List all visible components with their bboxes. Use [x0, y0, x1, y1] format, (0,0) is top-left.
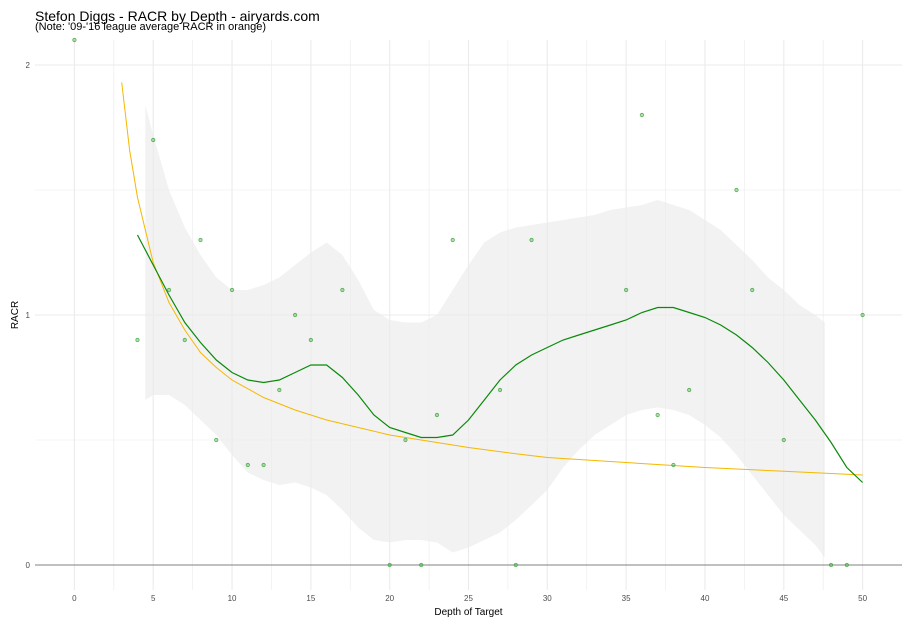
- chart-subtitle: (Note: '09-'16 league average RACR in or…: [35, 21, 267, 33]
- data-point: [671, 462, 676, 468]
- data-point: [387, 562, 392, 568]
- x-tick-label: 45: [779, 594, 788, 603]
- data-point: [277, 387, 282, 393]
- data-point: [135, 337, 140, 343]
- data-point: [734, 187, 739, 193]
- league-average-line: [121, 82, 863, 476]
- data-point: [198, 237, 203, 243]
- data-point: [261, 462, 266, 468]
- x-tick-label: 15: [306, 594, 315, 603]
- x-tick-label: 20: [385, 594, 394, 603]
- data-point: [639, 112, 645, 118]
- data-point: [828, 562, 834, 568]
- data-point: [450, 237, 455, 243]
- data-point: [151, 137, 156, 143]
- data-point: [497, 387, 503, 393]
- data-point: [245, 462, 250, 468]
- x-tick-label: 25: [464, 594, 473, 603]
- data-point: [72, 37, 77, 43]
- data-point: [624, 287, 629, 293]
- x-tick-label: 35: [622, 594, 631, 603]
- data-point: [229, 287, 235, 293]
- data-point: [340, 287, 345, 293]
- axis-layer: 0 5 10 15 20 25 30 35 40 45 50 0 1 2: [26, 61, 868, 603]
- data-point: [292, 312, 298, 318]
- x-tick-label: 10: [228, 594, 237, 603]
- data-point: [182, 337, 187, 343]
- x-tick-label: 50: [858, 594, 867, 603]
- data-point: [434, 412, 440, 418]
- league-average-layer: [121, 82, 863, 476]
- data-point: [750, 287, 755, 293]
- data-point: [860, 312, 865, 318]
- confidence-ribbon-layer: [145, 105, 825, 558]
- chart-title: Stefon Diggs - RACR by Depth - airyards.…: [35, 8, 320, 24]
- y-tick-label: 2: [26, 61, 31, 70]
- y-tick-label: 1: [26, 311, 31, 320]
- data-point: [687, 387, 692, 393]
- data-point: [844, 562, 849, 568]
- x-tick-label: 0: [72, 594, 77, 603]
- x-tick-label: 30: [543, 594, 552, 603]
- data-point: [214, 437, 219, 443]
- x-tick-label: 40: [701, 594, 710, 603]
- data-point: [781, 437, 786, 443]
- data-point: [529, 237, 534, 243]
- smooth-trend-line: [136, 234, 864, 483]
- x-tick-label: 5: [151, 594, 156, 603]
- data-point: [403, 437, 408, 443]
- data-point: [513, 562, 518, 568]
- x-axis-title: Depth of Target: [434, 607, 502, 618]
- confidence-ribbon: [145, 105, 825, 558]
- data-point: [655, 412, 660, 418]
- smooth-line-layer: [136, 234, 864, 483]
- y-axis-title: RACR: [10, 301, 21, 329]
- data-point: [166, 287, 172, 293]
- data-point: [308, 337, 313, 343]
- points-layer: [72, 37, 865, 568]
- data-point: [419, 562, 424, 568]
- y-tick-label: 0: [26, 561, 31, 570]
